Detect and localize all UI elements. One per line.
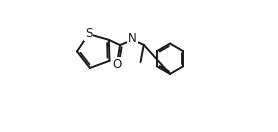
Text: N: N (128, 32, 137, 45)
Text: O: O (113, 58, 122, 71)
Text: H: H (128, 31, 137, 41)
Text: S: S (85, 27, 92, 40)
